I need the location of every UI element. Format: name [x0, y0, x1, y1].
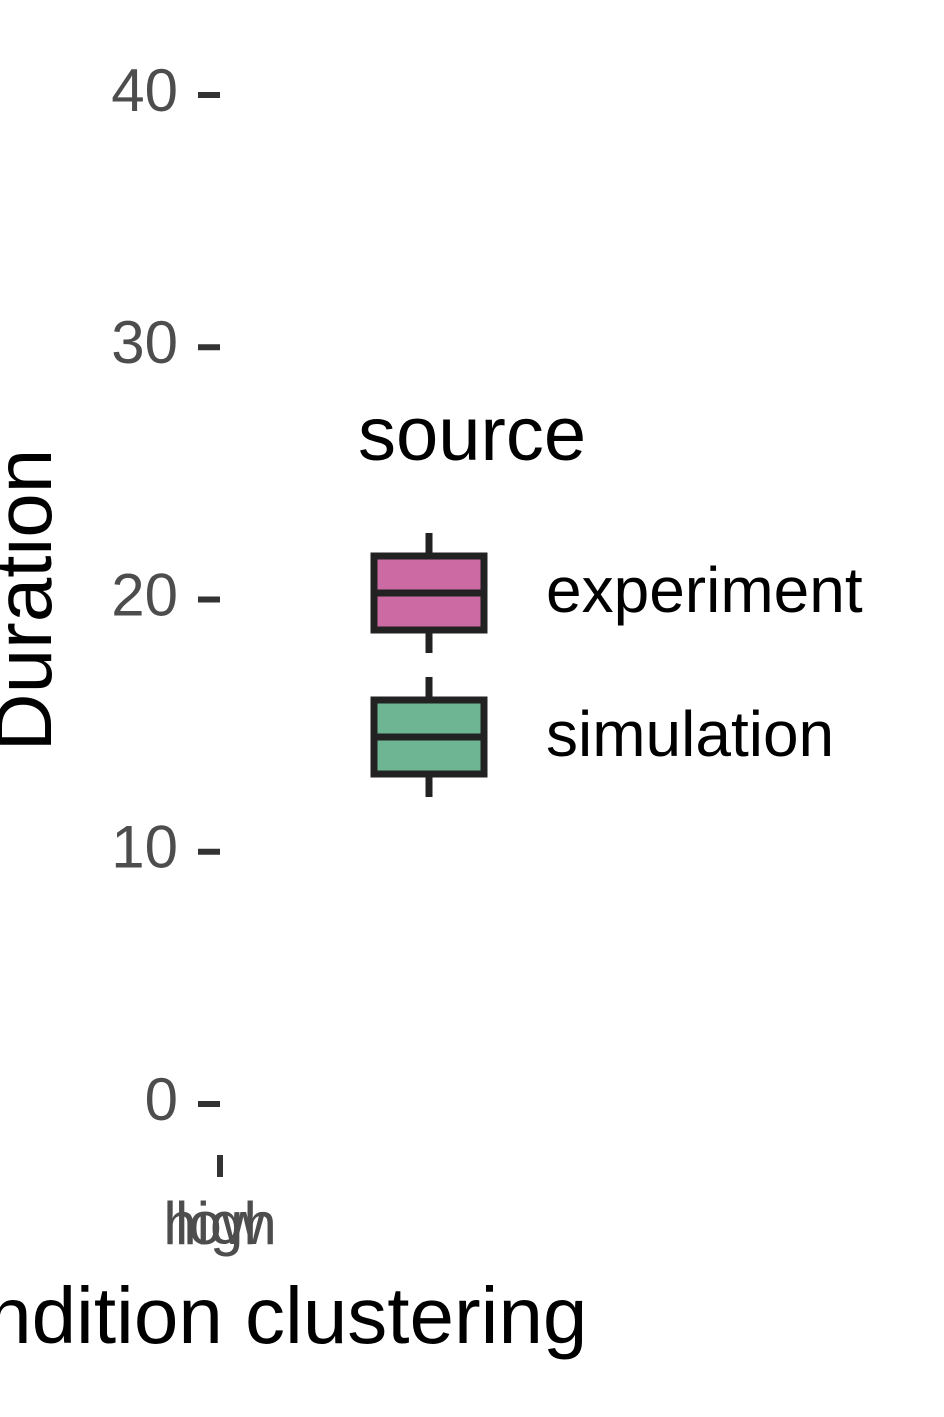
x-axis-title: condition clustering [0, 1271, 587, 1360]
y-tick-label: 10 [111, 814, 178, 881]
y-tick-label: 20 [111, 561, 178, 628]
y-tick-label: 30 [111, 309, 178, 376]
y-tick-label: 40 [111, 57, 178, 124]
x-tick-label: high [163, 1190, 276, 1257]
x-tick-label: low [175, 1190, 266, 1257]
y-axis-title: Duration [0, 449, 68, 751]
legend-label: experiment [546, 554, 863, 626]
y-tick-label: 0 [145, 1066, 178, 1133]
legend-label: simulation [546, 698, 834, 770]
legend-title: source [358, 392, 586, 477]
